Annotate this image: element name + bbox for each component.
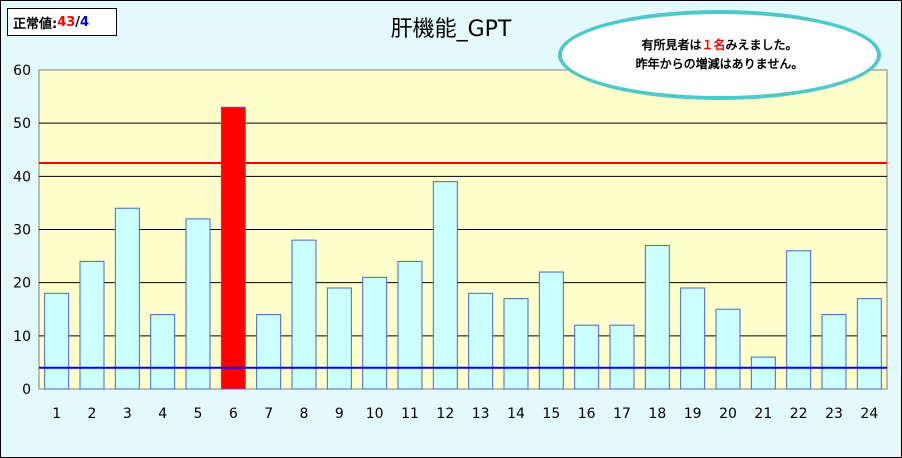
x-tick-label: 14 <box>507 406 525 422</box>
x-tick-label: 4 <box>158 406 167 422</box>
bar <box>680 287 706 390</box>
y-tick-label: 20 <box>13 276 31 292</box>
bar <box>397 260 423 390</box>
x-tick-label: 2 <box>88 406 97 422</box>
bar <box>468 292 494 390</box>
normal-range-upper: 43 <box>57 14 76 30</box>
bar <box>856 298 882 390</box>
bar <box>185 218 211 390</box>
x-tick-label: 20 <box>719 406 737 422</box>
note-callout: 有所見者は１名みえました。 昨年からの増減はありません。 <box>558 10 881 100</box>
bar <box>432 181 458 390</box>
normal-range-label: 正常値: <box>13 16 58 32</box>
y-tick-label: 10 <box>13 329 31 345</box>
normal-range-lower: 4 <box>80 14 90 30</box>
bar <box>79 260 105 390</box>
x-tick-label: 5 <box>194 406 203 422</box>
note-line-1-start: 有所見者は <box>641 38 702 52</box>
x-tick-label: 8 <box>300 406 309 422</box>
bar <box>291 239 317 390</box>
x-tick-label: 15 <box>542 406 560 422</box>
x-tick-label: 11 <box>401 406 419 422</box>
y-tick-label: 40 <box>13 169 31 185</box>
bar <box>750 356 776 390</box>
bar <box>150 314 176 390</box>
bar <box>362 276 388 390</box>
x-tick-label: 16 <box>578 406 596 422</box>
x-tick-label: 22 <box>790 406 808 422</box>
x-tick-label: 21 <box>754 406 772 422</box>
y-tick-label: 50 <box>13 116 31 132</box>
normal-range-separator: / <box>75 14 81 30</box>
y-tick-label: 0 <box>22 382 31 398</box>
note-line-1: 有所見者は１名みえました。 <box>641 36 797 55</box>
bar <box>821 314 847 390</box>
bar <box>644 244 670 390</box>
x-tick-label: 1 <box>52 406 61 422</box>
bar <box>715 308 741 390</box>
chart-title: 肝機能_GPT <box>390 17 512 42</box>
x-tick-label: 18 <box>648 406 666 422</box>
bar <box>326 287 352 390</box>
x-tick-label: 24 <box>860 406 878 422</box>
note-line-1-end: みえました。 <box>725 38 798 52</box>
x-tick-label: 13 <box>472 406 490 422</box>
x-tick-label: 12 <box>436 406 454 422</box>
bar <box>44 292 70 390</box>
x-tick-label: 17 <box>613 406 631 422</box>
bar <box>220 106 246 390</box>
note-line-2: 昨年からの増減はありません。 <box>635 57 804 71</box>
bar <box>574 324 600 390</box>
x-tick-label: 23 <box>825 406 843 422</box>
y-tick-label: 60 <box>13 63 31 79</box>
bar <box>256 314 282 390</box>
x-tick-label: 3 <box>123 406 132 422</box>
normal-range-box: 正常値: 43 / 4 <box>7 8 117 36</box>
bar <box>609 324 635 390</box>
note-count: １名 <box>701 38 726 52</box>
x-tick-label: 7 <box>264 406 273 422</box>
x-tick-label: 19 <box>684 406 702 422</box>
bar <box>786 250 812 390</box>
x-tick-label: 6 <box>229 406 238 422</box>
bar <box>538 271 564 390</box>
y-tick-label: 30 <box>13 223 31 239</box>
x-tick-label: 10 <box>366 406 384 422</box>
bar <box>503 298 529 390</box>
bar <box>114 207 140 390</box>
x-tick-label: 9 <box>335 406 344 422</box>
